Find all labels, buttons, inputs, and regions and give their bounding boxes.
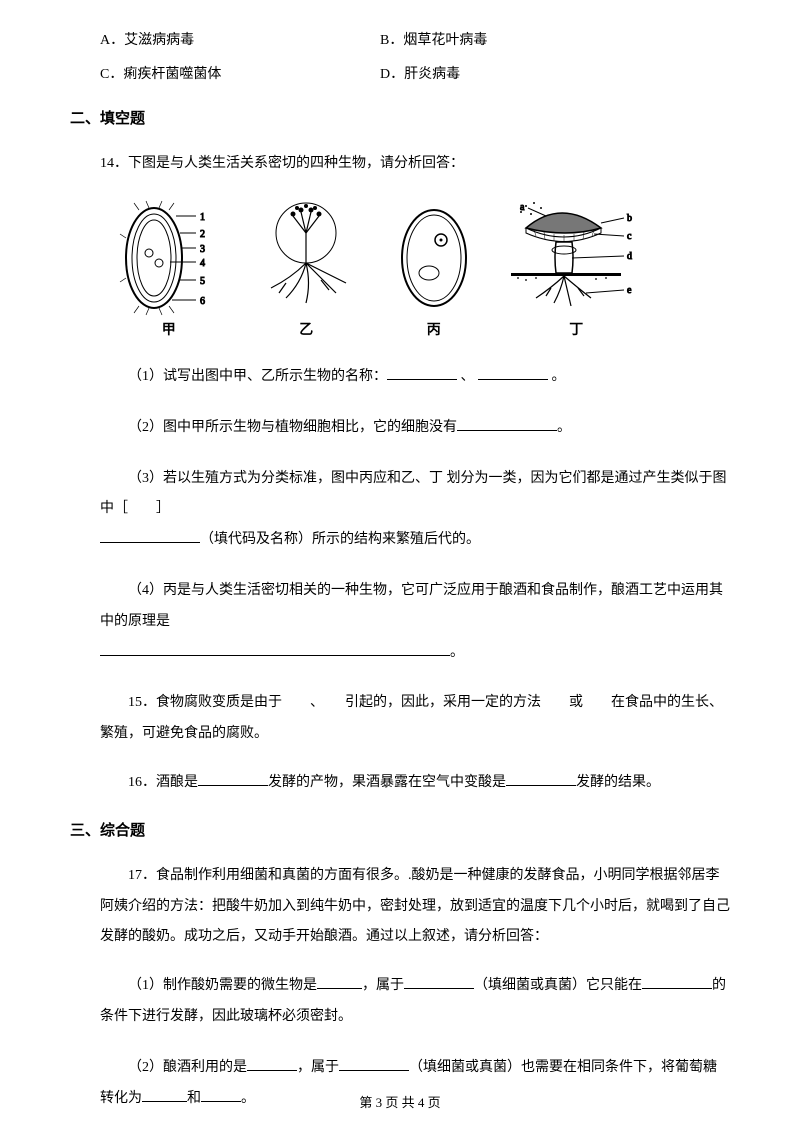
q17-sub1-b: ，属于 <box>362 978 404 993</box>
blank[interactable] <box>339 1057 409 1071</box>
blank[interactable] <box>100 642 450 656</box>
svg-text:e: e <box>627 285 632 296</box>
blank[interactable] <box>387 366 457 380</box>
option-d: D．肝炎病毒 <box>380 64 730 86</box>
q17-stem: 17．食品制作利用细菌和真菌的方面有很多。.酸奶是一种健康的发酵食品，小明同学根… <box>70 861 730 953</box>
section-3-heading: 三、综合题 <box>70 819 730 843</box>
svg-text:4: 4 <box>200 258 205 269</box>
blank[interactable] <box>100 529 200 543</box>
svg-text:a: a <box>520 202 525 213</box>
svg-text:c: c <box>627 231 632 242</box>
svg-text:1: 1 <box>200 212 205 223</box>
q14-sub4: （4）丙是与人类生活密切相关的一种生物，它可广泛应用于酿酒和食品制作，酿酒工艺中… <box>70 576 730 668</box>
q15: 15．食物腐败变质是由于 、 引起的，因此，采用一定的方法 或 在食品中的生长、… <box>70 688 730 750</box>
svg-text:d: d <box>627 251 632 262</box>
option-a: A．艾滋病病毒 <box>100 30 380 52</box>
svg-text:6: 6 <box>200 296 205 307</box>
blank[interactable] <box>247 1057 297 1071</box>
figure-ding-label: 丁 <box>506 320 646 342</box>
q17-sub2-b: ，属于 <box>297 1060 339 1075</box>
q17-sub1: （1）制作酸奶需要的微生物是，属于（填细菌或真菌）它只能在的条件下进行发酵，因此… <box>70 971 730 1033</box>
q16-mid: 发酵的产物，果酒暴露在空气中变酸是 <box>268 775 506 790</box>
q16-end: 发酵的结果。 <box>576 775 660 790</box>
figure-bing: 丙 <box>389 198 479 342</box>
q14-sub2-end: 。 <box>557 420 571 435</box>
q14-sub3-end: （填代码及名称）所示的结构来繁殖后代的。 <box>200 532 480 547</box>
figure-yi-label: 乙 <box>251 320 361 342</box>
q14-sub3-pre: （3）若以生殖方式为分类标准，图中丙应和乙、丁 划分为一类，因为它们都是通过产生… <box>100 471 727 517</box>
blank[interactable] <box>317 975 362 989</box>
figure-bing-label: 丙 <box>389 320 479 342</box>
svg-text:3: 3 <box>200 244 205 255</box>
q14-sub3: （3）若以生殖方式为分类标准，图中丙应和乙、丁 划分为一类，因为它们都是通过产生… <box>70 464 730 556</box>
q16-pre: 16．酒酿是 <box>128 775 198 790</box>
q14-stem: 14．下图是与人类生活关系密切的四种生物，请分析回答： <box>70 149 730 180</box>
blank[interactable] <box>642 975 712 989</box>
q14-sub2: （2）图中甲所示生物与植物细胞相比，它的细胞没有 。 <box>70 413 730 444</box>
q14-sub4-end: 。 <box>450 645 464 660</box>
q14-sub1-pre: （1）试写出图中甲、乙所示生物的名称： <box>128 369 387 384</box>
svg-text:b: b <box>627 213 632 224</box>
q14-sub1-mid: 、 <box>457 369 478 384</box>
svg-text:5: 5 <box>200 276 205 287</box>
blank[interactable] <box>506 772 576 786</box>
q17-sub1-c: （填细菌或真菌）它只能在 <box>474 978 642 993</box>
biology-figures: 1 2 3 4 5 6 甲 乙 <box>100 198 660 342</box>
q17-sub2-a: （2）酿酒利用的是 <box>128 1060 247 1075</box>
section-2-heading: 二、填空题 <box>70 107 730 131</box>
option-c: C．痢疾杆菌噬菌体 <box>100 64 380 86</box>
q14-sub1: （1）试写出图中甲、乙所示生物的名称： 、 。 <box>70 362 730 393</box>
blank[interactable] <box>404 975 474 989</box>
page-footer: 第 3 页 共 4 页 <box>0 1093 800 1114</box>
blank[interactable] <box>478 366 548 380</box>
q14-sub4-pre: （4）丙是与人类生活密切相关的一种生物，它可广泛应用于酿酒和食品制作，酿酒工艺中… <box>100 583 723 629</box>
blank[interactable] <box>457 417 557 431</box>
q14-sub2-pre: （2）图中甲所示生物与植物细胞相比，它的细胞没有 <box>128 420 457 435</box>
q16: 16．酒酿是 发酵的产物，果酒暴露在空气中变酸是 发酵的结果。 <box>70 768 730 799</box>
q14-sub1-end: 。 <box>548 369 566 384</box>
q13-options-row-1: A．艾滋病病毒 B．烟草花叶病毒 <box>70 30 730 52</box>
figure-yi: 乙 <box>251 198 361 342</box>
figure-ding: a b c d e 丁 <box>506 198 646 342</box>
blank[interactable] <box>198 772 268 786</box>
q17-sub1-a: （1）制作酸奶需要的微生物是 <box>128 978 317 993</box>
figure-jia-label: 甲 <box>114 320 224 342</box>
q13-options-row-2: C．痢疾杆菌噬菌体 D．肝炎病毒 <box>70 64 730 86</box>
figure-jia: 1 2 3 4 5 6 甲 <box>114 198 224 342</box>
option-b: B．烟草花叶病毒 <box>380 30 730 52</box>
svg-text:2: 2 <box>200 229 205 240</box>
